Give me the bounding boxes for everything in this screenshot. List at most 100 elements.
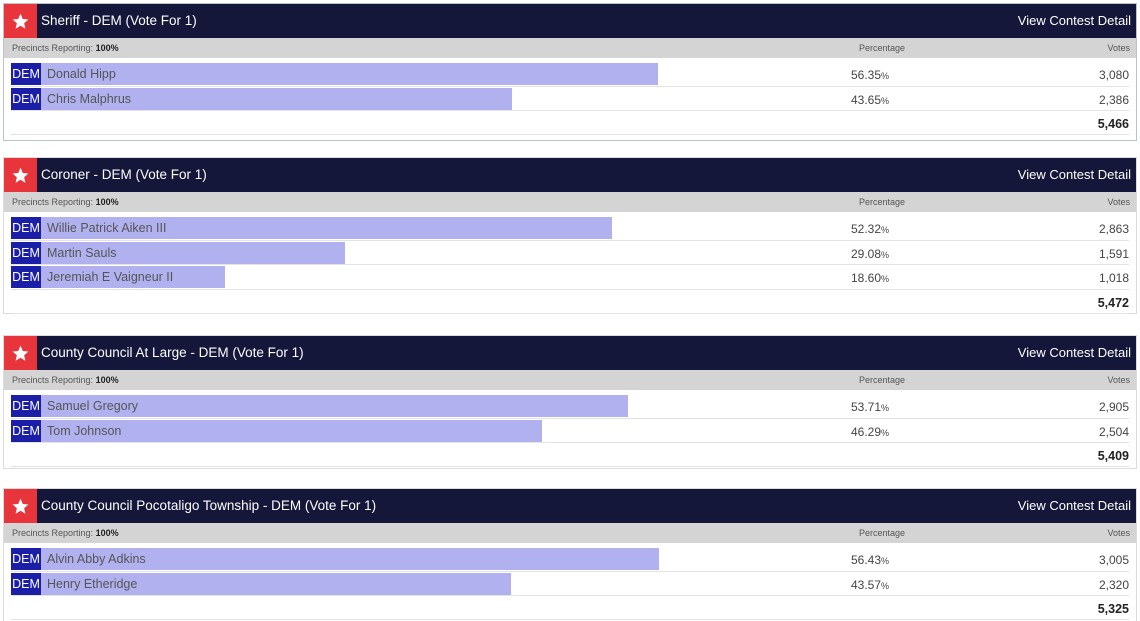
favorite-star-button[interactable] bbox=[4, 336, 37, 370]
precincts-reporting: Precincts Reporting: 100% bbox=[12, 528, 119, 538]
vote-share-bar bbox=[11, 266, 225, 288]
star-icon bbox=[12, 345, 29, 361]
candidate-row: DEM Martin Sauls 29.08% 1,591 bbox=[11, 241, 1129, 265]
vote-share-bar bbox=[11, 87, 512, 110]
party-badge: DEM bbox=[11, 87, 41, 110]
contest-title: County Council At Large - DEM (Vote For … bbox=[41, 345, 304, 360]
favorite-star-button[interactable] bbox=[4, 158, 37, 192]
precincts-label: Precincts Reporting: bbox=[12, 528, 94, 538]
party-badge: DEM bbox=[11, 419, 41, 442]
precincts-value: 100% bbox=[95, 197, 119, 207]
candidate-name: Tom Johnson bbox=[47, 423, 122, 438]
contest-header: Coroner - DEM (Vote For 1) View Contest … bbox=[4, 158, 1136, 192]
precincts-reporting: Precincts Reporting: 100% bbox=[12, 375, 119, 385]
total-row: 5,409 bbox=[11, 443, 1129, 467]
candidate-row: DEM Chris Malphrus 43.65% 2,386 bbox=[11, 87, 1129, 111]
star-icon bbox=[12, 167, 29, 183]
candidate-votes: 2,320 bbox=[1098, 577, 1129, 592]
candidate-percentage: 29.08% bbox=[851, 246, 890, 261]
candidate-percentage: 46.29% bbox=[851, 424, 890, 439]
precincts-reporting: Precincts Reporting: 100% bbox=[12, 43, 119, 53]
candidate-votes: 3,080 bbox=[1098, 68, 1129, 82]
total-votes: 5,325 bbox=[1097, 602, 1129, 616]
contest-subheader: Precincts Reporting: 100% Percentage Vot… bbox=[4, 38, 1136, 58]
candidate-name: Henry Etheridge bbox=[47, 576, 138, 591]
candidate-name: Martin Sauls bbox=[47, 245, 117, 260]
contest-sheriff: Sheriff - DEM (Vote For 1) View Contest … bbox=[3, 3, 1137, 141]
favorite-star-button[interactable] bbox=[4, 489, 37, 523]
party-badge: DEM bbox=[11, 63, 41, 85]
candidate-row: DEM Alvin Abby Adkins 56.43% 3,005 bbox=[11, 547, 1129, 572]
candidate-row: DEM Henry Etheridge 43.57% 2,320 bbox=[11, 572, 1129, 596]
candidate-percentage: 53.71% bbox=[851, 400, 890, 414]
candidate-row: DEM Donald Hipp 56.35% 3,080 bbox=[11, 62, 1129, 87]
contest-county-council-at-large: County Council At Large - DEM (Vote For … bbox=[3, 335, 1137, 469]
vote-share-bar bbox=[11, 241, 345, 264]
candidate-votes: 2,905 bbox=[1098, 400, 1129, 414]
percentage-column-header: Percentage bbox=[859, 197, 906, 207]
candidate-percentage: 52.32% bbox=[851, 222, 890, 236]
party-badge: DEM bbox=[11, 217, 41, 239]
precincts-label: Precincts Reporting: bbox=[12, 197, 94, 207]
total-votes: 5,409 bbox=[1097, 449, 1129, 463]
party-badge: DEM bbox=[11, 241, 41, 264]
candidate-row: DEM Tom Johnson 46.29% 2,504 bbox=[11, 419, 1129, 443]
percentage-column-header: Percentage bbox=[859, 528, 906, 538]
contest-title: Sheriff - DEM (Vote For 1) bbox=[41, 13, 197, 28]
votes-column-header: Votes bbox=[1107, 43, 1130, 53]
candidate-percentage: 56.35% bbox=[851, 68, 890, 82]
star-icon bbox=[12, 13, 29, 29]
contest-header: Sheriff - DEM (Vote For 1) View Contest … bbox=[4, 4, 1136, 38]
view-contest-detail-link[interactable]: View Contest Detail bbox=[1017, 167, 1131, 182]
candidate-percentage: 43.57% bbox=[851, 577, 890, 592]
contest-coroner: Coroner - DEM (Vote For 1) View Contest … bbox=[3, 157, 1137, 314]
precincts-value: 100% bbox=[95, 43, 119, 53]
vote-share-bar bbox=[11, 395, 628, 417]
candidate-name: Jeremiah E Vaigneur II bbox=[47, 270, 174, 284]
total-votes: 5,466 bbox=[1097, 117, 1129, 131]
candidate-name: Alvin Abby Adkins bbox=[47, 552, 146, 566]
precincts-value: 100% bbox=[95, 528, 119, 538]
party-badge: DEM bbox=[11, 572, 41, 595]
vote-share-bar bbox=[11, 572, 511, 595]
precincts-value: 100% bbox=[95, 375, 119, 385]
contest-title: County Council Pocotaligo Township - DEM… bbox=[41, 498, 377, 513]
total-votes: 5,472 bbox=[1097, 295, 1129, 310]
candidate-votes: 1,018 bbox=[1098, 271, 1129, 285]
candidate-row: DEM Jeremiah E Vaigneur II 18.60% 1,018 bbox=[11, 265, 1129, 290]
candidate-name: Samuel Gregory bbox=[47, 399, 139, 413]
contest-title: Coroner - DEM (Vote For 1) bbox=[41, 167, 207, 182]
favorite-star-button[interactable] bbox=[4, 4, 37, 38]
contest-header: County Council Pocotaligo Township - DEM… bbox=[4, 489, 1136, 523]
percentage-column-header: Percentage bbox=[859, 375, 906, 385]
vote-share-bar bbox=[11, 548, 659, 570]
contest-subheader: Precincts Reporting: 100% Percentage Vot… bbox=[4, 370, 1136, 390]
candidate-percentage: 18.60% bbox=[851, 271, 890, 285]
votes-column-header: Votes bbox=[1107, 375, 1130, 385]
candidate-name: Chris Malphrus bbox=[47, 91, 132, 106]
vote-share-bar bbox=[11, 419, 542, 442]
total-row: 5,472 bbox=[11, 290, 1129, 314]
candidate-votes: 1,591 bbox=[1098, 246, 1129, 261]
view-contest-detail-link[interactable]: View Contest Detail bbox=[1017, 498, 1131, 513]
candidate-name: Willie Patrick Aiken III bbox=[47, 221, 167, 235]
candidate-percentage: 56.43% bbox=[851, 553, 890, 567]
votes-column-header: Votes bbox=[1107, 528, 1130, 538]
contest-subheader: Precincts Reporting: 100% Percentage Vot… bbox=[4, 523, 1136, 543]
candidate-votes: 3,005 bbox=[1098, 553, 1129, 567]
total-row: 5,466 bbox=[11, 111, 1129, 135]
vote-share-bar bbox=[11, 217, 612, 239]
candidate-votes: 2,386 bbox=[1098, 92, 1129, 107]
candidate-name: Donald Hipp bbox=[47, 67, 116, 81]
star-icon bbox=[12, 498, 29, 514]
contest-header: County Council At Large - DEM (Vote For … bbox=[4, 336, 1136, 370]
candidate-row: DEM Willie Patrick Aiken III 52.32% 2,86… bbox=[11, 216, 1129, 241]
precincts-label: Precincts Reporting: bbox=[12, 43, 94, 53]
party-badge: DEM bbox=[11, 266, 41, 288]
candidate-votes: 2,863 bbox=[1098, 222, 1129, 236]
view-contest-detail-link[interactable]: View Contest Detail bbox=[1017, 345, 1131, 360]
party-badge: DEM bbox=[11, 548, 41, 570]
contest-county-council-pocotaligo: County Council Pocotaligo Township - DEM… bbox=[3, 488, 1137, 621]
view-contest-detail-link[interactable]: View Contest Detail bbox=[1017, 13, 1131, 28]
candidate-row: DEM Samuel Gregory 53.71% 2,905 bbox=[11, 394, 1129, 419]
